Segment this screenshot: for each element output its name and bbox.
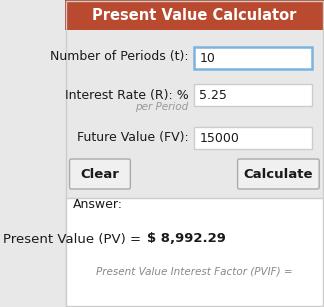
Text: 10: 10 — [199, 52, 215, 64]
Text: Calculate: Calculate — [244, 168, 313, 181]
FancyBboxPatch shape — [194, 47, 312, 69]
FancyBboxPatch shape — [194, 127, 312, 149]
Text: $ 8,992.29: $ 8,992.29 — [147, 232, 226, 246]
Text: Present Value Interest Factor (PVIF) =: Present Value Interest Factor (PVIF) = — [96, 267, 293, 277]
FancyBboxPatch shape — [194, 84, 312, 106]
FancyBboxPatch shape — [237, 159, 319, 189]
FancyBboxPatch shape — [70, 159, 130, 189]
Text: Clear: Clear — [81, 168, 120, 181]
Text: Present Value (PV) =: Present Value (PV) = — [3, 232, 145, 246]
Text: Number of Periods (t):: Number of Periods (t): — [50, 49, 189, 63]
FancyBboxPatch shape — [65, 0, 324, 30]
Text: Future Value (FV):: Future Value (FV): — [77, 130, 189, 143]
Text: Interest Rate (R): %: Interest Rate (R): % — [65, 88, 189, 102]
Text: Answer:: Answer: — [73, 199, 123, 212]
Text: 5.25: 5.25 — [199, 88, 227, 102]
Text: per Period: per Period — [135, 102, 189, 112]
Text: 15000: 15000 — [199, 131, 239, 145]
Text: Present Value Calculator: Present Value Calculator — [92, 7, 296, 22]
FancyBboxPatch shape — [65, 198, 323, 306]
